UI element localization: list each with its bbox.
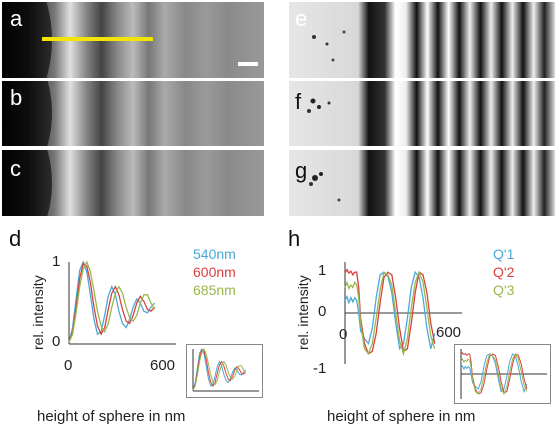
scale-bar <box>238 62 258 66</box>
profile-line <box>42 37 153 41</box>
panel-letter-b: b <box>10 85 23 110</box>
series-line-q1 <box>344 270 436 351</box>
image-panel-b: b <box>2 81 264 146</box>
chart-d-ytick-1: 1 <box>52 253 61 270</box>
series-line-q2 <box>460 352 528 395</box>
chart-h-ytick-1: 1 <box>318 262 327 279</box>
series-line-q3 <box>460 352 528 396</box>
image-panel-g: g <box>289 150 555 216</box>
legend-d-685: 685nm <box>193 282 236 298</box>
chart-d-inset <box>186 344 263 398</box>
interference-image-b <box>2 81 264 146</box>
interference-image-c <box>2 150 264 216</box>
image-panel-e: e <box>289 2 555 78</box>
legend-h-q3: Q'3 <box>493 282 515 298</box>
chart-h-xtick-600: 600 <box>436 324 462 341</box>
legend-d-600: 600nm <box>193 264 236 280</box>
legend-h-q2: Q'2 <box>493 264 515 280</box>
panel-letter-a: a <box>10 6 23 31</box>
chart-h-xlabel: height of sphere in nm <box>327 408 476 425</box>
chart-h-ytick-m1: -1 <box>313 360 327 377</box>
chart-d-xtick-0: 0 <box>64 357 73 374</box>
image-panel-f: f <box>289 81 555 146</box>
panel-letter-e: e <box>295 6 308 31</box>
image-panel-c: c <box>2 150 264 216</box>
series-line-600nm <box>192 349 247 391</box>
chart-d-ytick-0: 0 <box>52 333 61 350</box>
legend-h-q1: Q'1 <box>493 246 515 262</box>
panel-letter-g: g <box>295 158 308 183</box>
panel-letter-c: c <box>10 156 21 181</box>
series-line-q3 <box>344 270 436 357</box>
series-line-q1 <box>460 353 528 394</box>
chart-h-ytick-0: 0 <box>318 303 327 320</box>
panel-letter-f: f <box>295 89 302 114</box>
panel-letter-h: h <box>288 226 301 251</box>
chart-d-plot <box>68 260 176 345</box>
chart-h-plot <box>344 262 462 364</box>
series-line-685nm <box>192 347 247 391</box>
interference-image-g <box>289 150 555 216</box>
chart-d-xtick-600: 600 <box>150 357 176 374</box>
chart-d-ylabel: rel. intensity <box>30 275 46 350</box>
chart-h-xtick-0: 0 <box>339 326 348 343</box>
series-line-600nm <box>68 262 156 343</box>
legend-d-540: 540nm <box>193 246 236 262</box>
series-line-685nm <box>68 260 156 343</box>
chart-h-inset <box>454 344 551 404</box>
panel-letter-d: d <box>9 226 22 251</box>
chart-h-ylabel: rel. intensity <box>295 275 311 350</box>
series-line-q2 <box>344 268 436 355</box>
image-panel-a: a <box>2 2 264 78</box>
chart-d-xlabel: height of sphere in nm <box>37 408 186 425</box>
interference-image-f <box>289 81 555 146</box>
interference-image-e <box>289 2 555 78</box>
